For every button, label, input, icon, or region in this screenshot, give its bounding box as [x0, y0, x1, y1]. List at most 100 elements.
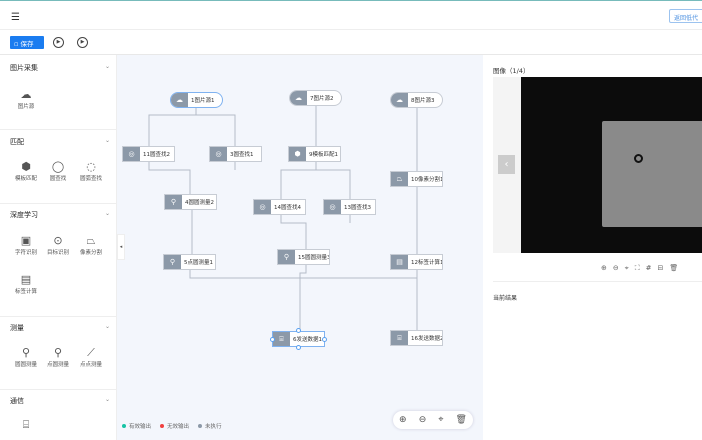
node-label: 7图片源2	[310, 96, 334, 102]
tool-label: 字符识别	[14, 250, 37, 256]
flow-node[interactable]: ⌸ 16发送数据2	[390, 330, 443, 346]
tool-arc-find[interactable]: ◌ 圆弧查找	[74, 159, 108, 182]
section-title[interactable]: 通信	[10, 397, 24, 405]
flow-node[interactable]: ☁ 1图片源1	[170, 92, 223, 108]
ocr-icon: ▣	[20, 234, 32, 247]
section-title[interactable]: 图片采集	[10, 64, 38, 72]
section-title[interactable]: 匹配	[10, 138, 24, 146]
tool-label: 圆圆测量	[14, 362, 37, 368]
tool-circle-find[interactable]: ◯ 圆查找	[41, 159, 75, 182]
chevron-down-icon[interactable]: ⌄	[105, 63, 111, 70]
connection-handle[interactable]	[322, 337, 327, 342]
flow-node[interactable]: ☁ 7图片源2	[289, 90, 342, 106]
zoom-out-icon[interactable]: ⊖	[612, 264, 619, 272]
flow-node[interactable]: ◎ 11圆查找2	[122, 146, 175, 162]
tool-label: 点点测量	[79, 362, 102, 368]
fullscreen-icon[interactable]: ⛶	[634, 264, 640, 272]
node-icon: ⏢	[391, 172, 408, 186]
flow-node[interactable]: ◎ 13圆查找3	[323, 199, 376, 215]
chevron-down-icon[interactable]: ⌄	[105, 396, 111, 403]
node-icon: ☁	[391, 93, 408, 107]
zoom-out-icon[interactable]: ⊖	[418, 415, 427, 425]
locate-icon[interactable]: ⌖	[438, 415, 444, 425]
flow-canvas[interactable]	[117, 55, 483, 440]
locate-icon[interactable]: ⌖	[624, 264, 629, 272]
prev-image-button[interactable]: ‹	[498, 155, 515, 174]
node-label: 8图片源3	[411, 98, 435, 104]
tool-point-circle[interactable]: ⚲ 点圆测量	[41, 345, 75, 368]
target-icon: ⊙	[53, 234, 63, 247]
tool-label: 圆弧查找	[79, 176, 102, 182]
edges	[148, 106, 418, 331]
tool-send-data[interactable]: ⌸	[9, 417, 43, 432]
run-icon[interactable]: ▶	[53, 37, 64, 48]
flow-node[interactable]: ⬢ 9模板匹配1	[288, 146, 341, 162]
chevron-down-icon[interactable]: ⌄	[105, 210, 111, 217]
tool-image-source[interactable]: ☁ 图片源	[9, 87, 43, 110]
menu-icon[interactable]: ☰	[11, 12, 20, 23]
connection-handle[interactable]	[296, 345, 301, 350]
flow-node[interactable]: ◎ 14圆查找4	[253, 199, 306, 215]
part-plate	[602, 121, 702, 227]
tool-object-detect[interactable]: ⊙ 目标识别	[41, 233, 75, 256]
chevron-down-icon[interactable]: ⌄	[105, 137, 111, 144]
flow-node[interactable]: ▤ 12标签计算1	[390, 254, 443, 270]
divider	[493, 281, 702, 282]
node-label: 13圆查找3	[344, 205, 371, 211]
camera-image	[521, 77, 702, 253]
flow-node[interactable]: ⚲ 5点圆测量1	[163, 254, 216, 270]
connection-handle[interactable]	[270, 337, 275, 342]
node-label: 5点圆测量1	[184, 260, 213, 266]
node-icon: ☁	[171, 93, 188, 107]
tool-ocr[interactable]: ▣ 字符识别	[9, 233, 43, 256]
edge	[189, 265, 418, 331]
divider	[0, 203, 117, 204]
sidebar: 图片采集 ⌄ ☁ 图片源 匹配 ⌄ ⬢ 模板匹配 ◯ 圆查找 ◌ 圆弧查找 深度学习 ⌄ ▣ 字…	[0, 55, 117, 440]
save-button[interactable]: ▫ 保存	[10, 36, 44, 49]
tool-pixel-seg[interactable]: ⏢ 像素分割	[74, 233, 108, 256]
tool-label: 圆查找	[49, 176, 67, 182]
flow-node[interactable]: ⚲ 4圆圆测量2	[164, 194, 217, 210]
section-title[interactable]: 深度学习	[10, 211, 38, 219]
flow-node[interactable]: ◎ 3圆查找1	[209, 146, 262, 162]
cube-icon: ⬢	[21, 160, 31, 173]
send-icon: ⌸	[22, 418, 30, 431]
grid-icon[interactable]: #	[645, 264, 652, 272]
zoom-in-icon[interactable]: ⊕	[399, 415, 407, 425]
node-label: 11圆查找2	[143, 152, 170, 158]
node-icon: ⌸	[273, 332, 290, 346]
dot-icon	[198, 424, 202, 428]
tool-label: 图片源	[17, 104, 35, 110]
connection-handle[interactable]	[296, 328, 301, 333]
divider	[0, 316, 117, 317]
flow-node[interactable]: ⏢ 10像素分割1	[390, 171, 443, 187]
flow-node[interactable]: ⚲ 15圆圆测量3	[277, 249, 330, 265]
line-icon: ⟋	[87, 346, 95, 359]
edge	[148, 162, 236, 194]
node-icon: ◎	[210, 147, 227, 161]
image-viewer[interactable]: ‹	[493, 77, 702, 253]
flow-node[interactable]: ☁ 8图片源3	[390, 92, 443, 108]
image-title: 图像（1/4）	[493, 67, 530, 75]
back-button[interactable]: 返回低代	[669, 9, 702, 23]
node-label: 3圆查找1	[230, 152, 254, 158]
zoom-in-icon[interactable]: ⊕	[601, 264, 607, 272]
chevron-down-icon[interactable]: ⌄	[105, 323, 111, 330]
section-title[interactable]: 测量	[10, 324, 24, 332]
tool-point-point[interactable]: ⟋ 点点测量	[74, 345, 108, 368]
node-icon: ⚲	[164, 255, 181, 269]
tool-label-calc[interactable]: ▤ 标签计算	[9, 272, 43, 295]
save-label: 保存	[20, 40, 34, 48]
circle-search-icon: ◯	[51, 160, 65, 173]
roi-icon[interactable]: ⊟	[657, 264, 664, 272]
run-loop-icon[interactable]: ▶	[77, 37, 88, 48]
node-label: 6发送数据1	[293, 337, 322, 343]
trash-icon[interactable]: 🗑	[669, 264, 679, 272]
tool-template-match[interactable]: ⬢ 模板匹配	[9, 159, 43, 182]
collapse-sidebar-button[interactable]: ◂	[117, 234, 125, 260]
cloud-image-icon: ☁	[20, 88, 32, 101]
tool-label: 标签计算	[14, 289, 37, 295]
tool-circle-circle[interactable]: ⚲ 圆圆测量	[9, 345, 43, 368]
node-icon: ◎	[123, 147, 140, 161]
trash-icon[interactable]: 🗑	[455, 415, 467, 425]
